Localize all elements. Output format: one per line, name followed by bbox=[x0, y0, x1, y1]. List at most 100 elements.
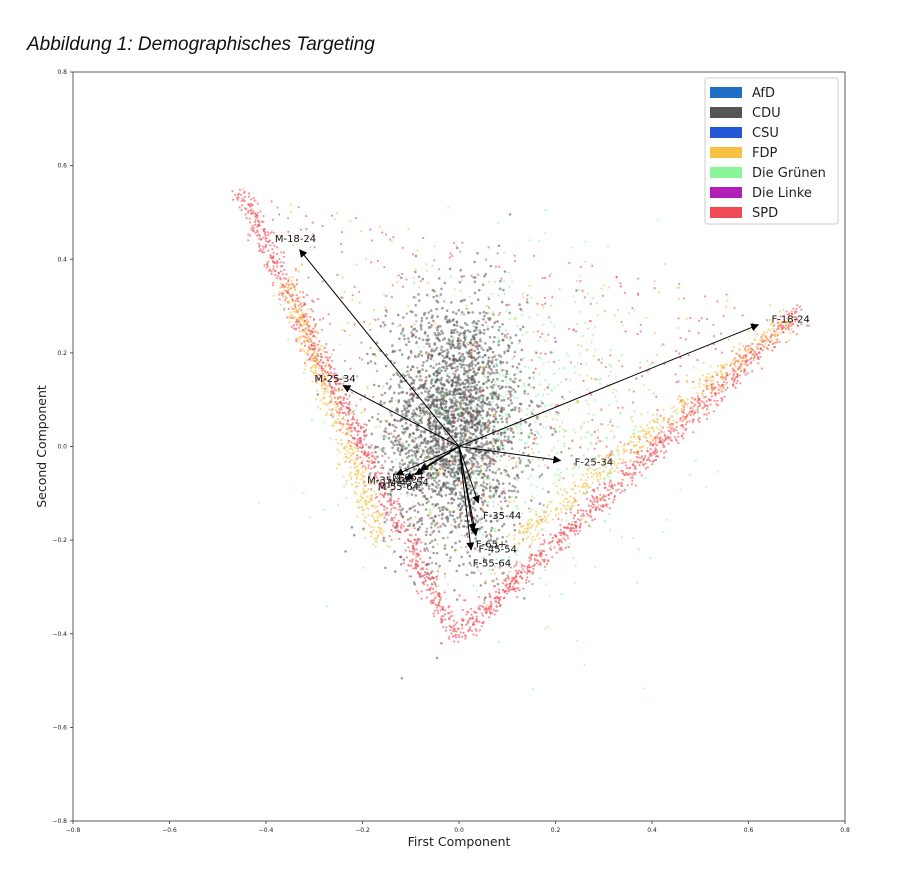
data-point bbox=[464, 420, 468, 424]
data-point bbox=[475, 435, 478, 438]
data-point bbox=[586, 348, 589, 351]
data-point bbox=[237, 192, 240, 195]
data-point bbox=[351, 441, 354, 444]
data-point bbox=[519, 418, 523, 421]
data-point bbox=[443, 416, 446, 420]
data-point bbox=[469, 431, 472, 435]
data-point bbox=[644, 477, 647, 480]
data-point bbox=[502, 280, 506, 283]
data-point bbox=[472, 367, 475, 370]
data-point bbox=[474, 450, 478, 454]
data-point bbox=[428, 541, 432, 545]
data-point bbox=[326, 390, 329, 393]
data-point bbox=[579, 509, 583, 512]
data-point bbox=[412, 412, 416, 416]
data-point bbox=[265, 266, 268, 269]
data-point bbox=[365, 507, 368, 510]
data-point bbox=[435, 363, 438, 366]
data-point bbox=[348, 400, 351, 404]
data-point bbox=[435, 404, 438, 408]
data-point bbox=[682, 426, 685, 429]
data-point bbox=[464, 637, 467, 640]
data-point bbox=[287, 280, 290, 283]
data-point bbox=[551, 556, 554, 559]
data-point bbox=[434, 430, 437, 434]
data-point bbox=[786, 317, 790, 320]
data-point bbox=[518, 438, 521, 441]
data-point bbox=[452, 404, 455, 408]
data-point bbox=[400, 527, 403, 530]
data-point bbox=[393, 350, 397, 353]
data-point bbox=[333, 403, 336, 406]
data-point bbox=[330, 387, 333, 390]
data-point bbox=[480, 517, 484, 520]
data-point bbox=[337, 387, 340, 390]
data-point bbox=[438, 339, 442, 343]
data-point bbox=[283, 277, 286, 280]
data-point bbox=[362, 475, 365, 478]
data-point bbox=[462, 412, 466, 415]
data-point bbox=[556, 451, 559, 454]
data-point bbox=[342, 382, 345, 385]
data-point bbox=[300, 317, 303, 320]
data-point bbox=[492, 486, 495, 490]
data-point bbox=[353, 429, 356, 432]
data-point bbox=[452, 481, 456, 484]
data-point bbox=[310, 344, 313, 347]
data-point bbox=[508, 392, 512, 396]
data-point bbox=[415, 329, 419, 333]
data-point bbox=[444, 483, 447, 487]
data-point bbox=[410, 534, 413, 537]
data-point bbox=[453, 463, 456, 466]
data-point bbox=[429, 578, 432, 581]
data-point bbox=[312, 349, 315, 352]
data-point bbox=[480, 442, 484, 445]
data-point bbox=[323, 369, 326, 372]
data-point bbox=[506, 517, 509, 520]
data-point bbox=[364, 453, 367, 456]
data-point bbox=[380, 479, 383, 482]
data-point bbox=[396, 529, 399, 532]
data-point bbox=[258, 501, 261, 504]
data-point bbox=[510, 429, 513, 432]
data-point bbox=[683, 408, 686, 411]
data-point bbox=[361, 465, 365, 468]
data-point bbox=[278, 286, 281, 290]
data-point bbox=[254, 218, 257, 221]
data-point bbox=[297, 300, 300, 303]
data-point bbox=[241, 204, 244, 207]
data-point bbox=[321, 348, 324, 351]
data-point bbox=[547, 561, 550, 564]
data-point bbox=[360, 447, 363, 450]
data-point bbox=[517, 457, 521, 460]
data-point bbox=[471, 311, 474, 314]
data-point bbox=[346, 419, 350, 422]
data-point bbox=[482, 382, 485, 386]
data-point bbox=[487, 501, 490, 504]
data-point bbox=[428, 421, 431, 424]
data-point bbox=[348, 451, 351, 455]
data-point bbox=[523, 365, 527, 368]
data-point bbox=[601, 509, 604, 513]
data-point bbox=[421, 561, 424, 564]
data-point bbox=[436, 486, 439, 489]
data-point bbox=[494, 492, 497, 495]
data-point bbox=[481, 421, 485, 425]
data-point bbox=[495, 363, 498, 367]
data-point bbox=[380, 514, 383, 517]
data-point bbox=[579, 352, 582, 355]
data-point bbox=[418, 414, 421, 418]
data-point bbox=[368, 524, 371, 527]
data-point bbox=[403, 542, 406, 545]
data-point bbox=[359, 499, 362, 502]
data-point bbox=[249, 221, 252, 224]
data-point bbox=[507, 271, 510, 274]
data-point bbox=[348, 457, 351, 460]
data-point bbox=[296, 323, 299, 326]
data-point bbox=[365, 469, 368, 472]
data-point bbox=[324, 413, 328, 417]
data-point bbox=[483, 401, 487, 405]
data-point bbox=[320, 354, 324, 357]
data-point bbox=[370, 459, 373, 462]
data-point bbox=[590, 443, 593, 446]
